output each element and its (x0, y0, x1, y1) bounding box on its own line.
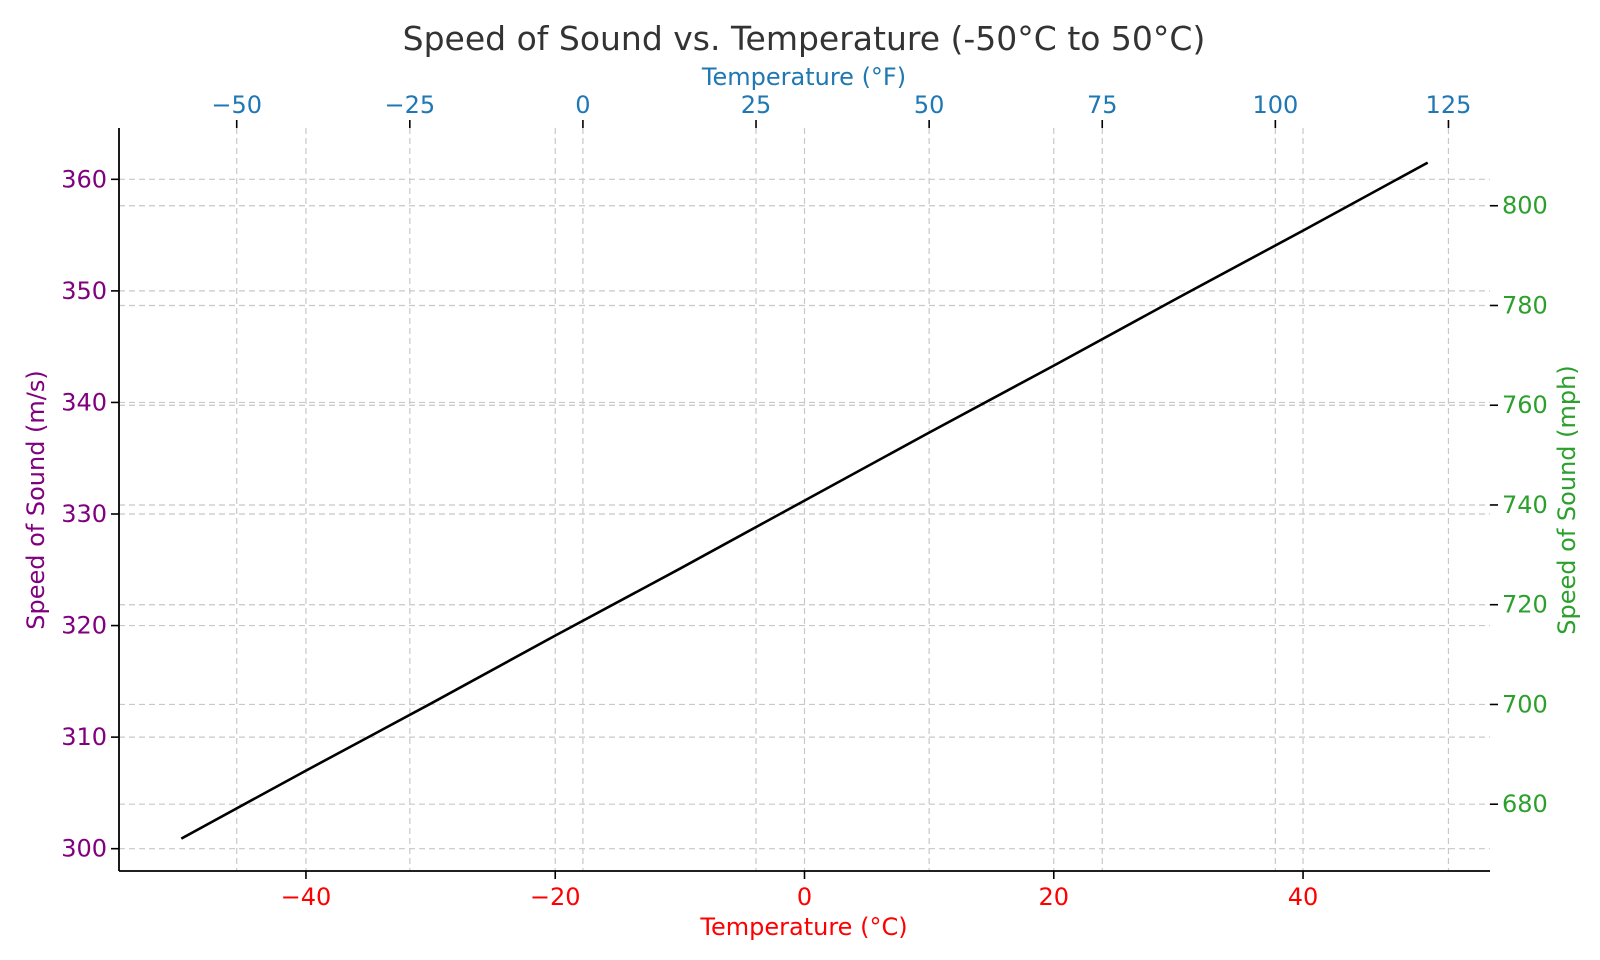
right-y-tick-label: 680 (1502, 790, 1548, 818)
x-tick-label: 40 (1288, 883, 1319, 911)
ticks-layer: −40 −20 0 20 40 300 310 320 330 340 350 360 −50 −25 0 2… (61, 91, 1548, 911)
y-tick-label: 350 (61, 277, 107, 305)
y-tick-label: 310 (61, 723, 107, 751)
top-x-tick-label: −50 (211, 91, 262, 119)
y-tick-label: 340 (61, 388, 107, 416)
right-y-tick-label: 800 (1502, 192, 1548, 220)
x-tick-label: −20 (530, 883, 581, 911)
x-axis-label: Temperature (°C) (699, 913, 907, 941)
right-y-tick-label: 700 (1502, 690, 1548, 718)
right-y-tick-label: 760 (1502, 391, 1548, 419)
top-x-tick-label: 0 (575, 91, 590, 119)
chart-title: Speed of Sound vs. Temperature (-50°C to… (403, 19, 1206, 58)
top-x-tick-label: 125 (1426, 91, 1472, 119)
top-x-tick-label: 100 (1252, 91, 1298, 119)
x-tick-label: 20 (1038, 883, 1069, 911)
top-x-tick-label: 25 (741, 91, 772, 119)
top-x-tick-label: 50 (914, 91, 945, 119)
y-tick-label: 320 (61, 612, 107, 640)
top-x-axis-label: Temperature (°F) (701, 63, 906, 91)
right-y-tick-label: 720 (1502, 591, 1548, 619)
y-axis-label: Speed of Sound (m/s) (22, 370, 50, 630)
top-x-tick-label: −25 (384, 91, 435, 119)
right-y-tick-label: 780 (1502, 291, 1548, 319)
speed-of-sound-line (180, 161, 1429, 840)
series-layer (180, 161, 1429, 840)
y-tick-label: 360 (61, 165, 107, 193)
y-tick-label: 330 (61, 500, 107, 528)
y-tick-label: 300 (61, 835, 107, 863)
top-x-tick-label: 75 (1087, 91, 1118, 119)
grid-layer (119, 128, 1490, 871)
x-tick-label: 0 (797, 883, 812, 911)
x-tick-label: −40 (281, 883, 332, 911)
right-y-tick-label: 740 (1502, 491, 1548, 519)
right-y-axis-label: Speed of Sound (mph) (1553, 365, 1581, 634)
